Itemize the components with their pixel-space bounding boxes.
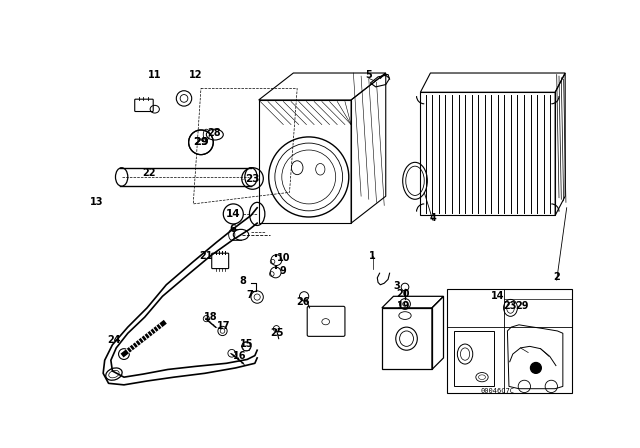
Text: 2: 2: [554, 272, 560, 282]
Text: 4: 4: [429, 213, 436, 223]
Text: 23: 23: [245, 173, 260, 184]
Polygon shape: [508, 325, 563, 389]
Text: 18: 18: [204, 312, 218, 322]
Text: 6: 6: [229, 224, 236, 234]
Text: 23: 23: [503, 301, 516, 310]
Text: 3: 3: [393, 281, 400, 291]
Text: 19: 19: [397, 302, 410, 311]
Text: 15: 15: [241, 339, 254, 349]
Text: 26: 26: [296, 297, 309, 307]
Text: 17: 17: [216, 321, 230, 331]
Text: 13: 13: [90, 197, 104, 207]
Text: 22: 22: [142, 168, 156, 178]
Text: 29: 29: [193, 137, 209, 147]
Text: 25: 25: [271, 327, 284, 337]
Circle shape: [531, 362, 541, 373]
Text: 11: 11: [148, 70, 161, 80]
Text: 5: 5: [365, 70, 372, 80]
Text: 7: 7: [246, 290, 253, 300]
Text: 21: 21: [200, 250, 213, 260]
Text: 24: 24: [107, 335, 121, 345]
Text: 14: 14: [226, 209, 241, 219]
Text: 29: 29: [193, 137, 209, 147]
Text: 29: 29: [515, 301, 529, 310]
Text: 16: 16: [233, 351, 246, 362]
Text: 8: 8: [240, 276, 247, 286]
Text: 00046C7C: 00046C7C: [481, 388, 515, 394]
Text: 1: 1: [369, 251, 376, 261]
Text: 10: 10: [276, 253, 290, 263]
Bar: [447, 289, 572, 392]
Text: 14: 14: [491, 291, 504, 302]
Text: 28: 28: [207, 128, 221, 138]
Text: 12: 12: [189, 70, 202, 80]
Text: 20: 20: [397, 289, 410, 299]
Text: 9: 9: [280, 266, 287, 276]
